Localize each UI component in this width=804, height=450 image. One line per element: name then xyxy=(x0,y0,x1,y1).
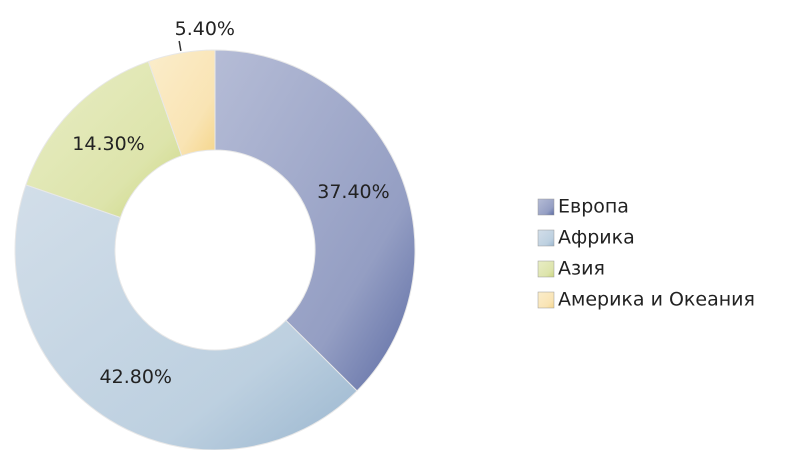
slice xyxy=(147,49,216,157)
legend-label: Азия xyxy=(558,258,605,280)
legend-swatch xyxy=(537,229,555,247)
legend-swatch xyxy=(537,260,555,278)
legend-label: Америка и Океания xyxy=(558,289,755,311)
leader-line xyxy=(178,40,182,52)
legend-swatch xyxy=(537,198,555,216)
slice xyxy=(214,49,416,392)
slice xyxy=(25,60,183,219)
data-label: 5.40% xyxy=(175,18,235,40)
data-label: 42.80% xyxy=(100,366,172,388)
legend-label: Африка xyxy=(558,227,635,249)
data-label: 37.40% xyxy=(317,181,389,203)
data-label: 14.30% xyxy=(72,133,144,155)
legend-label: Европа xyxy=(558,196,629,218)
legend-swatch xyxy=(537,291,555,309)
